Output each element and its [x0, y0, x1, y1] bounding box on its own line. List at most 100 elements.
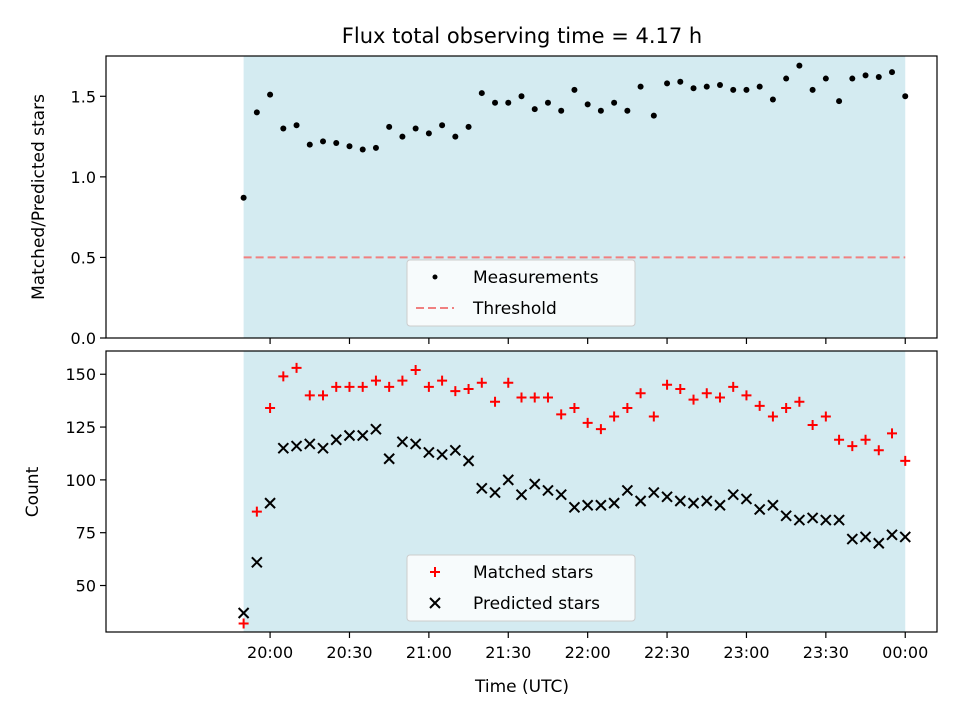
- predicted-star-point: [753, 503, 766, 516]
- ratio-panel-x-ticks: [269, 338, 906, 344]
- measurement-point: [637, 83, 644, 90]
- predicted-star-point: [462, 455, 475, 467]
- measurement-point: [412, 125, 419, 132]
- predicted-star-point: [687, 497, 700, 509]
- measurement-point: [783, 75, 790, 82]
- predicted-star-point: [806, 512, 819, 524]
- matched-star-point: [728, 381, 739, 392]
- x-tick-label: 00:00: [882, 643, 928, 662]
- x-tick-label: 22:30: [644, 643, 690, 662]
- measurement-point: [425, 130, 432, 137]
- predicted-star-point: [409, 438, 422, 450]
- predicted-star-point: [873, 537, 885, 549]
- predicted-star-point: [767, 499, 779, 511]
- matched-star-point: [516, 392, 527, 403]
- matched-star-point: [741, 390, 752, 401]
- measurement-point: [505, 99, 512, 106]
- count-points: [237, 362, 911, 629]
- legend-box: [406, 554, 636, 622]
- predicted-star-point: [714, 499, 726, 511]
- measurement-point: [478, 90, 485, 97]
- y-tick-label: 0.0: [71, 329, 96, 348]
- matched-star-point: [781, 403, 792, 414]
- measurement-point: [809, 86, 816, 93]
- measurement-point: [267, 91, 274, 98]
- measurement-point: [452, 133, 459, 140]
- ratio-panel: 0.0 0.5 1.0 1.5 Matched/Predicted stars Mea…: [29, 55, 938, 348]
- measurement-point: [306, 141, 313, 148]
- y-tick-label: 1.0: [71, 168, 96, 187]
- measurement-point: [280, 125, 287, 132]
- x-tick-label: 21:30: [485, 643, 531, 662]
- measurement-point: [240, 194, 247, 201]
- matched-star-point: [662, 379, 673, 390]
- legend-measurement-marker: [432, 274, 438, 280]
- matched-star-point: [238, 618, 249, 629]
- matched-star-point: [384, 381, 395, 392]
- predicted-star-point: [780, 510, 792, 522]
- predicted-star-point: [793, 514, 806, 526]
- measurement-point: [756, 83, 763, 90]
- matched-star-point: [675, 384, 686, 395]
- y-tick-label: 150: [65, 365, 96, 384]
- matched-star-point: [622, 403, 633, 414]
- matched-star-point: [834, 434, 845, 445]
- matched-star-point: [635, 388, 646, 399]
- predicted-star-point: [370, 423, 382, 435]
- measurement-point: [611, 99, 618, 106]
- predicted-star-point: [608, 497, 620, 509]
- predicted-star-point: [383, 453, 395, 465]
- matched-star-point: [556, 409, 567, 420]
- matched-star-point: [794, 396, 805, 407]
- matched-star-point: [754, 400, 765, 411]
- chart-title: Flux total observing time = 4.17 h: [342, 24, 702, 48]
- legend-label: Threshold: [472, 299, 557, 319]
- predicted-star-point: [727, 488, 739, 501]
- ratio-panel-frame: [105, 55, 938, 339]
- matched-star-point: [423, 381, 434, 392]
- measurement-point: [597, 107, 604, 114]
- matched-star-point: [609, 411, 620, 422]
- legend-label: Matched stars: [473, 563, 593, 583]
- predicted-star-point: [581, 499, 594, 511]
- predicted-star-point: [317, 442, 329, 454]
- predicted-star-point: [423, 446, 435, 459]
- predicted-star-point: [396, 436, 409, 448]
- matched-star-point: [887, 428, 898, 439]
- legend-label: Measurements: [473, 268, 599, 288]
- measurement-point: [531, 106, 538, 113]
- x-tick-label: 23:30: [803, 643, 849, 662]
- predicted-star-point: [290, 440, 303, 452]
- matched-star-point: [569, 403, 580, 414]
- measurement-point: [822, 75, 829, 82]
- count-panel-y-ticks: 50 75 100 125 150: [65, 365, 106, 596]
- predicted-star-point: [304, 438, 316, 450]
- measurement-point: [703, 83, 710, 90]
- y-tick-label: 125: [65, 418, 96, 437]
- predicted-star-point: [846, 533, 859, 545]
- matched-star-point: [251, 506, 262, 517]
- measurement-point: [558, 107, 565, 114]
- matched-star-point: [357, 381, 368, 392]
- predicted-star-point: [264, 497, 276, 509]
- predicted-star-point: [886, 529, 898, 541]
- x-tick-label: 21:00: [406, 643, 452, 662]
- predicted-star-point: [436, 448, 448, 461]
- x-axis-label: Time (UTC): [474, 677, 569, 697]
- x-tick-label: 20:00: [247, 643, 293, 662]
- matched-star-point: [701, 388, 712, 399]
- predicted-star-point: [502, 474, 514, 486]
- measurement-points: [240, 62, 909, 201]
- matched-star-point: [847, 441, 858, 452]
- count-panel-frame: [105, 350, 938, 633]
- matched-star-point: [370, 375, 381, 386]
- measurement-point: [399, 133, 406, 140]
- measurement-point: [359, 146, 366, 153]
- matched-star-point: [291, 362, 302, 373]
- predicted-star-point: [674, 495, 686, 507]
- predicted-star-point: [621, 484, 634, 497]
- predicted-star-point: [833, 514, 845, 526]
- y-tick-label: 100: [65, 471, 96, 490]
- matched-star-point: [318, 390, 329, 401]
- x-tick-label: 23:00: [723, 643, 769, 662]
